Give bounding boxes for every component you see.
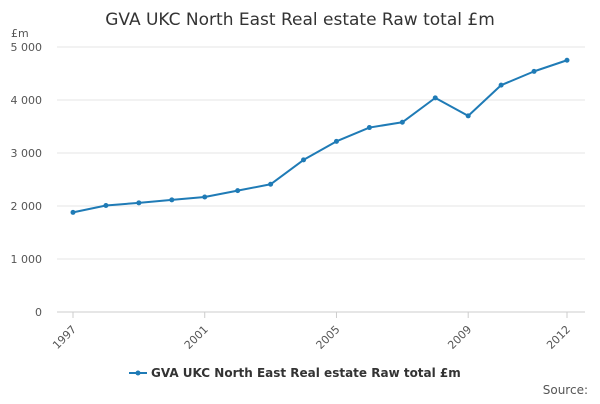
- series-line: [72, 59, 568, 214]
- source-label: Source:: [543, 383, 588, 397]
- y-tick-label: 1 000: [11, 253, 43, 266]
- data-point[interactable]: [268, 181, 274, 187]
- y-axis-ticks: 0 1 000 2 000 3 000 4 000 5 000: [11, 41, 43, 319]
- data-point[interactable]: [399, 119, 405, 125]
- data-point[interactable]: [103, 202, 109, 208]
- legend-label: GVA UKC North East Real estate Raw total…: [151, 366, 461, 380]
- data-point[interactable]: [136, 200, 142, 206]
- data-point[interactable]: [70, 209, 76, 215]
- data-point[interactable]: [169, 197, 175, 203]
- data-point[interactable]: [531, 68, 537, 74]
- legend[interactable]: GVA UKC North East Real estate Raw total…: [129, 366, 461, 380]
- x-tick-label: 2009: [445, 323, 474, 352]
- chart-title: GVA UKC North East Real estate Raw total…: [105, 10, 495, 30]
- legend-point-marker: [135, 370, 141, 376]
- x-tick-label: 2005: [314, 323, 343, 352]
- data-point[interactable]: [301, 157, 307, 163]
- x-axis-ticks: 1997 2001 2005 2009 2012: [50, 312, 573, 352]
- y-tick-label: 0: [35, 306, 42, 319]
- y-axis-unit-label: £m: [11, 27, 29, 40]
- y-tick-label: 2 000: [11, 200, 43, 213]
- data-point[interactable]: [498, 82, 504, 88]
- gridlines: [57, 46, 585, 313]
- y-tick-label: 5 000: [11, 41, 43, 54]
- data-point[interactable]: [235, 188, 241, 194]
- series-layer: [70, 57, 570, 215]
- data-point[interactable]: [366, 125, 372, 131]
- data-point[interactable]: [465, 113, 471, 119]
- data-point[interactable]: [432, 95, 438, 101]
- x-tick-label: 1997: [50, 323, 79, 352]
- data-point[interactable]: [333, 138, 339, 144]
- y-tick-label: 4 000: [11, 94, 43, 107]
- x-tick-label: 2001: [182, 323, 211, 352]
- data-point[interactable]: [564, 57, 570, 63]
- y-tick-label: 3 000: [11, 147, 43, 160]
- data-point[interactable]: [202, 194, 208, 200]
- x-tick-label: 2012: [544, 323, 573, 352]
